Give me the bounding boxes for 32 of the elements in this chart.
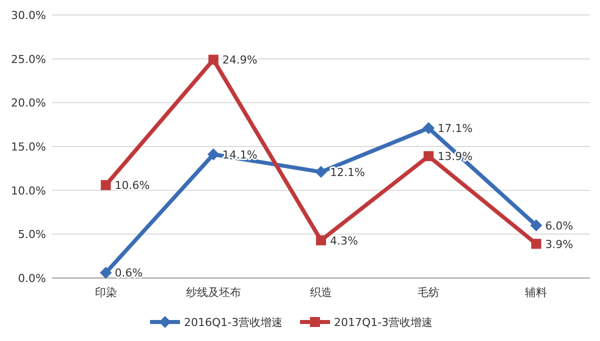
y-tick-label: 20.0% — [11, 96, 46, 110]
point — [531, 238, 542, 249]
legend-label: 2016Q1-3营收增速 — [184, 316, 283, 329]
x-tick-label: 毛纺 — [418, 286, 440, 299]
point — [100, 266, 112, 279]
x-tick-label: 印染 — [94, 286, 117, 299]
point — [315, 166, 327, 178]
y-tick-label: 10.0% — [11, 184, 46, 198]
data-label: 24.9% — [222, 54, 258, 67]
data-label: 3.9% — [545, 238, 574, 251]
y-tick-label: 15.0% — [11, 140, 46, 154]
y-tick-label: 5.0% — [18, 228, 46, 242]
data-label: 4.3% — [330, 234, 358, 248]
y-tick-label: 25.0% — [11, 52, 46, 66]
x-tick-label: 辅料 — [525, 286, 548, 299]
point — [208, 54, 218, 65]
y-tick-label: 0.0% — [18, 272, 46, 285]
legend-label: 2017Q1-3营收增速 — [334, 316, 433, 329]
y-tick-label: 30.0% — [11, 9, 46, 22]
point — [316, 235, 326, 246]
point — [424, 151, 434, 162]
point — [530, 219, 542, 232]
data-label: 6.0% — [545, 219, 574, 232]
data-label: 17.1% — [438, 122, 473, 136]
point — [207, 148, 220, 160]
point — [100, 180, 111, 190]
x-tick-label: 织造 — [310, 286, 332, 299]
x-tick-label: 纱线及坯布 — [186, 286, 241, 299]
data-label: 10.6% — [114, 179, 150, 192]
point — [422, 122, 435, 134]
data-label: 0.6% — [114, 266, 143, 280]
data-label: 12.1% — [330, 166, 365, 179]
